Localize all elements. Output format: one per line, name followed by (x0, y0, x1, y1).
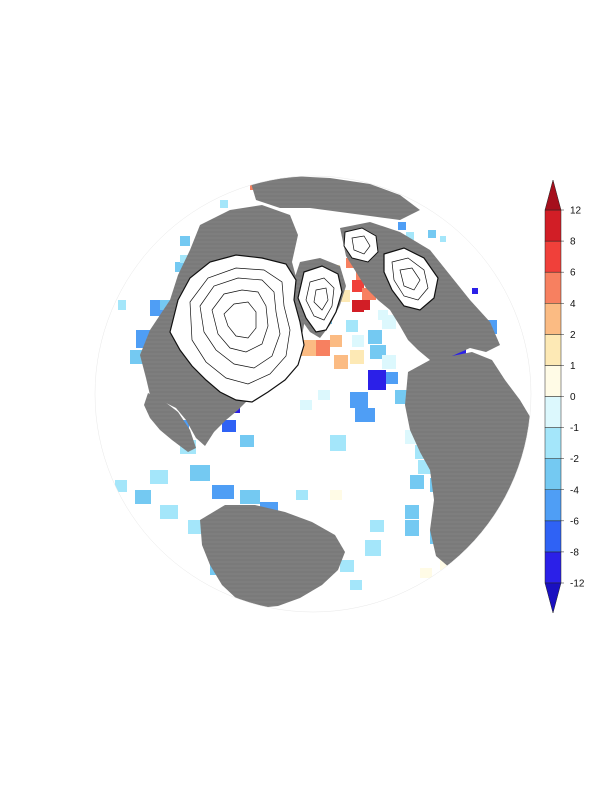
anomaly-cell (175, 262, 185, 272)
anomaly-cell (296, 490, 308, 500)
anomaly-cell (316, 340, 330, 356)
colorbar-swatch (544, 240, 562, 273)
anomaly-cell (334, 355, 348, 369)
anomaly-cell (440, 560, 452, 570)
land-northern-edge (250, 176, 420, 220)
colorbar-tick-label: 8 (570, 237, 576, 248)
anomaly-cell (398, 222, 406, 230)
anomaly-cell (300, 400, 312, 410)
colorbar-swatch (544, 520, 562, 553)
anomaly-cell (330, 335, 342, 347)
anomaly-cell (420, 568, 432, 578)
anomaly-cell (118, 300, 126, 310)
colorbar-tick-label: 2 (570, 330, 576, 341)
anomaly-cell (428, 230, 436, 238)
anomaly-cell (365, 540, 381, 556)
anomaly-cell (350, 580, 362, 590)
anomaly-cell (406, 232, 414, 240)
colorbar-swatch (544, 489, 562, 522)
anomaly-cell (355, 408, 375, 422)
colorbar-swatch (544, 551, 562, 584)
anomaly-cell (240, 490, 260, 504)
colorbar-swatch (544, 396, 562, 428)
ice-sheet-greenland (297, 265, 343, 333)
colorbar-swatch (544, 427, 562, 459)
anomaly-cell (222, 420, 236, 432)
anomaly-cell (352, 280, 364, 292)
globe-outline (94, 175, 532, 613)
anomaly-cell (368, 370, 386, 390)
colorbar-tick-label: -2 (570, 454, 579, 465)
anomaly-cell (440, 236, 446, 242)
colorbar-tick-label: 1 (570, 361, 576, 372)
anomaly-cell (330, 435, 346, 451)
colorbar-swatch (544, 365, 562, 397)
anomaly-cell (160, 300, 170, 310)
colorbar-extend-low (544, 582, 562, 614)
anomaly-cell (115, 480, 127, 492)
anomaly-cell (382, 355, 396, 369)
colorbar-tick-label: -12 (570, 579, 585, 590)
colorbar-tick-label: -4 (570, 485, 579, 496)
land-south-america (200, 505, 345, 608)
colorbar-tick-label: 12 (570, 206, 582, 217)
colorbar-tick-label: -1 (570, 423, 579, 434)
anomaly-cell (135, 490, 151, 504)
anomaly-cell (405, 520, 419, 536)
anomaly-cell (188, 520, 202, 534)
anomaly-cell (330, 490, 342, 500)
anomaly-cell (150, 470, 168, 484)
anomaly-cell (220, 200, 228, 208)
anomaly-cell (472, 540, 484, 552)
anomaly-cell (240, 435, 254, 447)
colorbar-swatch (544, 334, 562, 366)
anomaly-cell (212, 485, 234, 499)
anomaly-cell (180, 236, 190, 246)
anomaly-cell (340, 560, 354, 572)
ice-contours (189, 235, 429, 385)
colorbar-swatch (544, 209, 562, 242)
anomaly-cell (370, 520, 384, 532)
anomaly-cell (360, 300, 370, 310)
colorbar-tick-label: -8 (570, 547, 579, 558)
anomaly-cell (346, 320, 358, 332)
ice-sheet-barents (343, 227, 379, 263)
land-central-america (144, 393, 196, 452)
anomaly-cell (352, 335, 364, 347)
colorbar-swatch (544, 271, 562, 304)
ice-sheet-laurentide (169, 254, 305, 403)
ice-sheet-fennoscandia (383, 247, 439, 311)
colorbar-swatch (544, 303, 562, 335)
anomaly-cell (190, 465, 210, 481)
colorbar-tick-label: 0 (570, 392, 576, 403)
anomaly-cell (386, 372, 398, 384)
anomaly-cell (410, 475, 424, 489)
colorbar-extend-high (544, 179, 562, 211)
anomaly-cell (318, 390, 330, 400)
globe-disc (95, 176, 531, 612)
colorbar-tick-label: 4 (570, 299, 576, 310)
colorbar-tick-label: 6 (570, 268, 576, 279)
anomaly-cell (350, 350, 364, 364)
anomaly-cell (368, 330, 382, 344)
anomaly-cell (350, 392, 368, 408)
anomaly-cell (130, 350, 144, 364)
anomaly-cell (340, 290, 350, 302)
anomaly-cell (160, 505, 178, 519)
anomaly-cell (378, 310, 388, 320)
colorbar-tick-label: -6 (570, 516, 579, 527)
colorbar-swatch (544, 458, 562, 490)
anomaly-cell (472, 288, 478, 294)
anomaly-cell (180, 255, 188, 263)
anomaly-cell (405, 505, 419, 519)
